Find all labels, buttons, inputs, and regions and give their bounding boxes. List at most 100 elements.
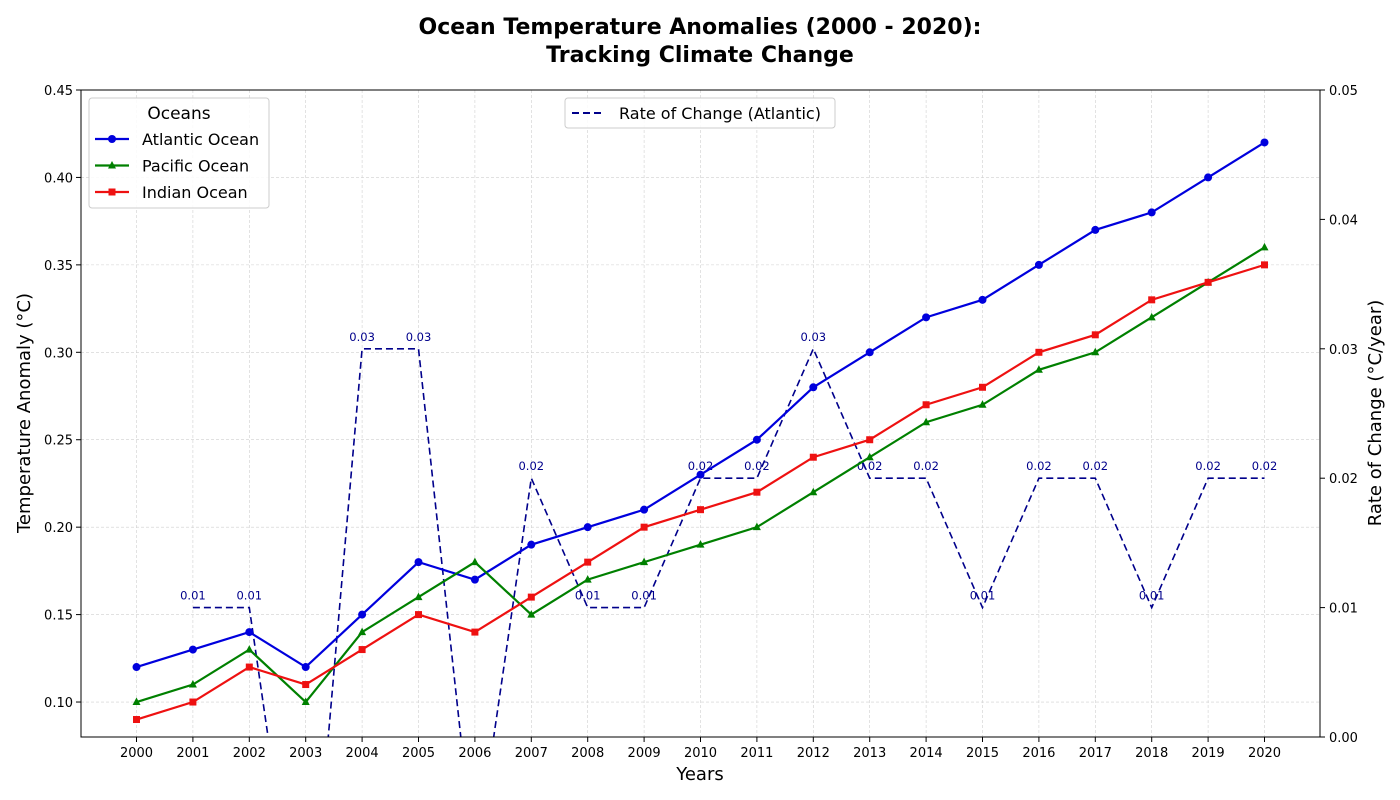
indian-ocean-point <box>1205 279 1212 286</box>
atlantic-ocean-point <box>189 646 197 654</box>
rate-legend-label: Rate of Change (Atlantic) <box>619 104 821 123</box>
chart-title-line2: Tracking Climate Change <box>546 43 854 68</box>
atlantic-ocean-point <box>753 436 761 444</box>
x-tick-label: 2016 <box>1022 746 1055 761</box>
x-tick-label: 2003 <box>289 746 322 761</box>
y-tick-label: 0.10 <box>44 696 73 711</box>
x-tick-label: 2010 <box>684 746 717 761</box>
legend-swatch-marker <box>109 189 116 196</box>
atlantic-ocean-point <box>697 471 705 479</box>
atlantic-ocean-point <box>640 506 648 514</box>
atlantic-ocean-point <box>866 348 874 356</box>
atlantic-ocean-point <box>1035 261 1043 269</box>
indian-ocean-point <box>246 664 253 671</box>
indian-ocean-point <box>753 489 760 496</box>
rate-data-label: 0.02 <box>1026 459 1052 473</box>
x-tick-label: 2012 <box>797 746 830 761</box>
atlantic-ocean-point <box>979 296 987 304</box>
y-tick-label: 0.35 <box>44 259 73 274</box>
x-axis-label: Years <box>675 764 724 785</box>
indian-ocean-point <box>359 646 366 653</box>
pacific-ocean-point <box>471 558 479 566</box>
rate-of-change-layer: 0.01 0.01 0.03 0.03 0.02 0.01 0.01 0.02 0.02 0.03… <box>180 330 1277 800</box>
ocean-legend: Oceans Atlantic OceanPacific OceanIndian… <box>89 98 269 208</box>
indian-ocean-point <box>302 681 309 688</box>
x-tick-label: 2009 <box>628 746 661 761</box>
y-tick-label: 0.25 <box>44 434 73 449</box>
indian-ocean-point <box>189 699 196 706</box>
rate-of-change-line <box>193 349 1265 800</box>
indian-ocean-point <box>810 454 817 461</box>
rate-data-label: 0.03 <box>349 330 375 344</box>
rate-data-label: 0.02 <box>1195 459 1221 473</box>
x-tick-label: 2007 <box>515 746 548 761</box>
indian-ocean-point <box>415 611 422 618</box>
y-tick-label: 0.30 <box>44 346 73 361</box>
rate-data-label: 0.01 <box>1139 589 1165 603</box>
atlantic-ocean-point <box>1204 173 1212 181</box>
rate-data-label: 0.02 <box>518 459 544 473</box>
legend-swatch-marker <box>108 135 116 143</box>
y-axis-label: Temperature Anomaly (°C) <box>14 293 35 534</box>
x-tick-label: 2005 <box>402 746 435 761</box>
atlantic-ocean-point <box>1148 208 1156 216</box>
indian-ocean-point <box>1261 261 1268 268</box>
x-tick-label: 2011 <box>740 746 773 761</box>
legend-label: Pacific Ocean <box>142 157 249 176</box>
pacific-ocean-point <box>1261 243 1269 251</box>
x-tick-label: 2015 <box>966 746 999 761</box>
y-tick-label: 0.40 <box>44 171 73 186</box>
y-tick-label: 0.15 <box>44 609 73 624</box>
rate-legend: Rate of Change (Atlantic) <box>565 98 835 128</box>
indian-ocean-point <box>923 401 930 408</box>
indian-ocean-point <box>133 716 140 723</box>
x-tick-label: 2004 <box>346 746 379 761</box>
y-right-tick-label: 0.02 <box>1329 472 1358 487</box>
rate-data-label: 0.01 <box>575 589 601 603</box>
y-tick-label: 0.20 <box>44 521 73 536</box>
rate-data-label: 0.01 <box>180 589 206 603</box>
y-tick-label: 0.45 <box>44 84 73 99</box>
rate-data-label: 0.01 <box>236 589 262 603</box>
atlantic-ocean-point <box>922 313 930 321</box>
x-tick-label: 2019 <box>1192 746 1225 761</box>
indian-ocean-point <box>641 524 648 531</box>
atlantic-ocean-point <box>302 663 310 671</box>
atlantic-ocean-point <box>1091 226 1099 234</box>
x-tick-label: 2018 <box>1135 746 1168 761</box>
atlantic-ocean-point <box>471 576 479 584</box>
indian-ocean-point <box>1148 296 1155 303</box>
chart-title-line1: Ocean Temperature Anomalies (2000 - 2020… <box>419 15 982 40</box>
y-axis-right-label: Rate of Change (°C/year) <box>1365 300 1386 527</box>
indian-ocean-point <box>1092 331 1099 338</box>
rate-data-label: 0.02 <box>913 459 939 473</box>
x-tick-label: 2001 <box>176 746 209 761</box>
atlantic-ocean-point <box>1261 138 1269 146</box>
indian-ocean-point <box>1035 349 1042 356</box>
atlantic-ocean-point <box>133 663 141 671</box>
indian-ocean-point <box>697 506 704 513</box>
y-right-tick-label: 0.03 <box>1329 343 1358 358</box>
y-right-tick-label: 0.00 <box>1329 731 1358 746</box>
atlantic-ocean-point <box>245 628 253 636</box>
x-tick-label: 2020 <box>1248 746 1281 761</box>
rate-data-label: 0.02 <box>1082 459 1108 473</box>
x-tick-label: 2017 <box>1079 746 1112 761</box>
rate-data-label: 0.03 <box>800 330 826 344</box>
x-tick-label: 2006 <box>458 746 491 761</box>
x-tick-label: 2002 <box>233 746 266 761</box>
indian-ocean-point <box>528 594 535 601</box>
indian-ocean-point <box>979 384 986 391</box>
atlantic-ocean-point <box>584 523 592 531</box>
indian-ocean-point <box>471 629 478 636</box>
x-tick-label: 2000 <box>120 746 153 761</box>
x-tick-label: 2008 <box>571 746 604 761</box>
atlantic-ocean-point <box>358 611 366 619</box>
y-right-tick-label: 0.01 <box>1329 602 1358 617</box>
rate-data-label: 0.01 <box>970 589 996 603</box>
legend-label: Atlantic Ocean <box>142 130 259 149</box>
pacific-ocean-point <box>245 645 253 653</box>
atlantic-ocean-point <box>809 383 817 391</box>
atlantic-ocean-point <box>415 558 423 566</box>
